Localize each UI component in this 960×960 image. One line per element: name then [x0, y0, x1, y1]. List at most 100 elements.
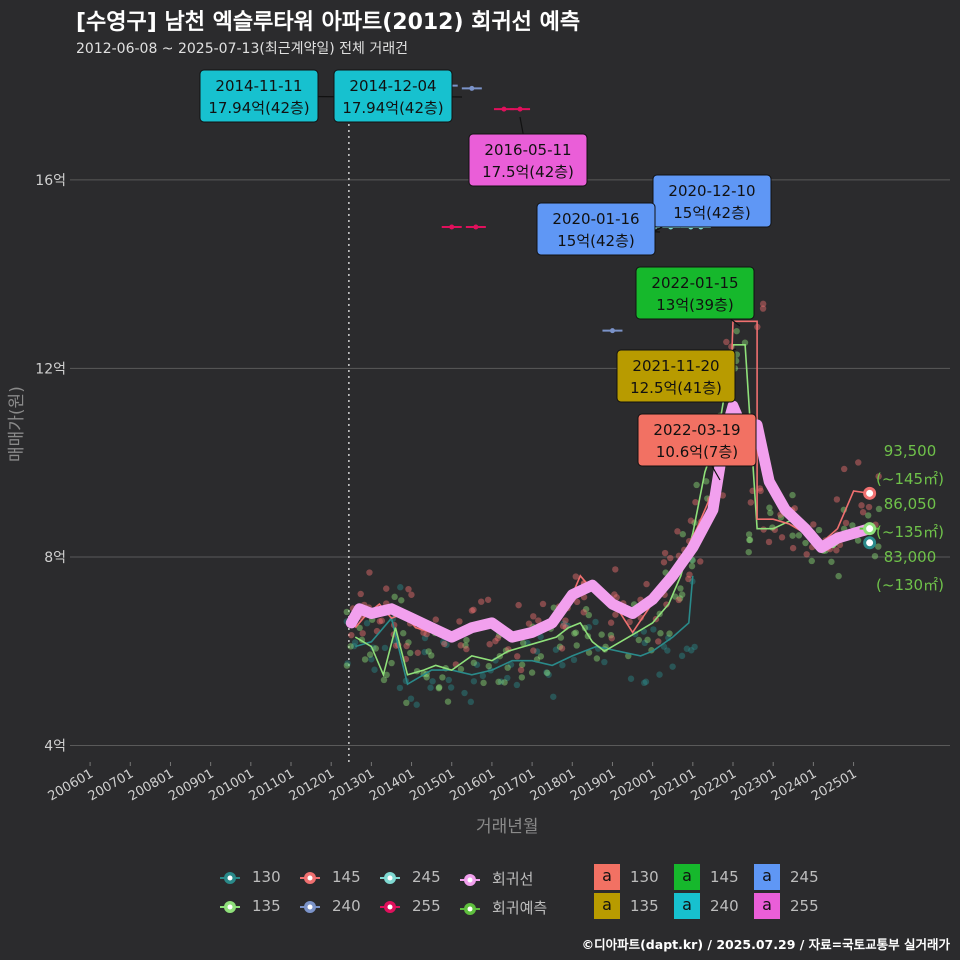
scatter-point [810, 521, 817, 528]
scatter-point [759, 305, 767, 312]
scatter-point [380, 676, 388, 684]
scatter-point [688, 647, 695, 654]
y-tick-label: 4억 [44, 739, 66, 755]
scatter-point [396, 684, 404, 692]
scatter-point [436, 684, 443, 691]
annotation-date: 2022-01-15 [651, 274, 738, 292]
regression-line [345, 400, 876, 643]
scatter-point [663, 601, 670, 608]
legend-swatch [300, 900, 320, 913]
scatter-point [789, 532, 796, 539]
scatter-point [556, 643, 564, 650]
series-point-240 [469, 85, 475, 91]
annotation-box [652, 174, 772, 228]
end-area: (~135㎡) [876, 523, 944, 541]
chart-title: [수영구] 남천 엑슬루타워 아파트(2012) 회귀선 예측 [76, 10, 581, 35]
annotation-price: 13억(39층) [656, 296, 733, 314]
scatter-point [613, 594, 620, 601]
scatter-point [585, 623, 593, 631]
scatter-point [686, 571, 693, 578]
x-tick-label: 201901 [568, 766, 618, 804]
scatter-point [391, 593, 398, 601]
scatter-point [865, 512, 872, 519]
x-tick-label: 202501 [809, 766, 859, 804]
scatter-point [445, 676, 452, 684]
x-tick-label: 201501 [407, 766, 457, 804]
scatter-point [537, 633, 544, 641]
scatter-point [413, 701, 420, 708]
scatter-point [667, 554, 674, 562]
end-price: 86,050 [884, 495, 937, 513]
scatter-point [593, 655, 601, 662]
scatter-point [679, 531, 686, 538]
legend-item: 130 [218, 868, 281, 887]
legend-box-label: 240 [710, 897, 739, 915]
scatter-point [687, 517, 695, 524]
scatter-point [756, 485, 764, 492]
scatter-point [660, 559, 668, 566]
scatter-point [421, 634, 429, 642]
x-axis-label: 거래년월 [476, 817, 539, 837]
scatter-point [641, 639, 648, 647]
scatter-point [683, 645, 691, 652]
scatter-point [572, 629, 580, 636]
end-price: 93,500 [884, 442, 937, 460]
y-tick-label: 12억 [35, 361, 66, 377]
scatter-point [513, 681, 521, 689]
scatter-point [678, 591, 686, 598]
scatter-point [765, 538, 773, 546]
annotation-price: 15억(42층) [557, 232, 634, 250]
x-tick-label: 201301 [327, 766, 377, 804]
scatter-point [627, 675, 635, 682]
scatter-point [363, 620, 371, 627]
scatter-point [635, 636, 642, 644]
scatter-point [703, 478, 710, 485]
legend-box-key: a [674, 864, 700, 890]
legend-box-key: a [594, 864, 620, 890]
scatter-point [383, 671, 390, 679]
scatter-point [641, 679, 648, 687]
scatter-point [530, 613, 537, 620]
scatter-point [400, 630, 407, 637]
scatter-point [607, 619, 615, 626]
scatter-point [611, 591, 618, 598]
annotation-date: 2020-12-10 [668, 182, 755, 200]
scatter-point [518, 661, 526, 668]
scatter-point [573, 642, 580, 649]
scatter-point [573, 598, 581, 606]
scatter-point [719, 492, 726, 499]
scatter-point [795, 532, 803, 539]
scatter-point [515, 601, 522, 609]
legend-swatch [220, 900, 240, 913]
end-point [863, 536, 877, 550]
scatter-point [777, 514, 785, 521]
legend-box-label: 135 [630, 897, 659, 915]
legend-swatch [220, 871, 240, 884]
x-tick-label: 201701 [488, 766, 538, 804]
scatter-point [456, 618, 463, 625]
scatter-point [351, 639, 359, 646]
scatter-point [815, 526, 823, 534]
scatter-point [368, 656, 375, 663]
scatter-point [612, 611, 619, 618]
scatter-point [693, 481, 700, 489]
legend-box-key: a [754, 893, 780, 919]
scatter-point [664, 647, 671, 654]
scatter-point [441, 640, 448, 648]
scatter-point [612, 566, 619, 573]
scatter-point [461, 689, 468, 697]
x-tick-label: 202101 [648, 766, 698, 804]
scatter-point [601, 658, 608, 666]
legend-swatch [300, 871, 320, 884]
end-point [863, 486, 877, 500]
series-line-130 [355, 575, 694, 686]
scatter-point [835, 572, 842, 580]
annotation-box [333, 69, 453, 123]
scatter-point [423, 674, 430, 681]
annotation-box [635, 266, 755, 320]
scatter-point [570, 656, 578, 664]
y-tick-label: 16억 [35, 173, 66, 189]
end-point [863, 522, 877, 536]
annotation-price: 12.5억(41층) [630, 379, 722, 397]
